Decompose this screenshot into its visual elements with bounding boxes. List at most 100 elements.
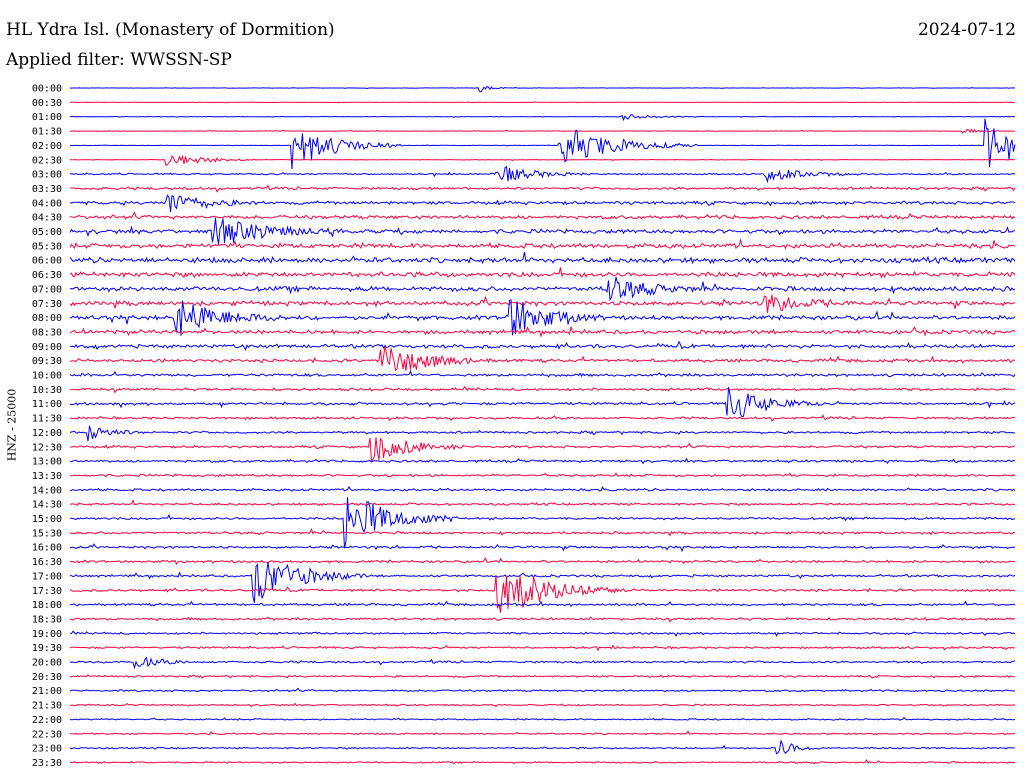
time-label: 14:30 [32, 500, 62, 511]
time-label: 14:00 [32, 485, 62, 496]
time-label: 12:30 [32, 442, 62, 453]
time-label: 10:00 [32, 371, 62, 382]
trace-row [69, 527, 1016, 537]
time-label: 13:00 [32, 457, 62, 468]
time-label: 02:30 [32, 155, 62, 166]
record-date: 2024-07-12 [917, 20, 1016, 40]
trace-row [69, 739, 1016, 755]
time-label: 09:00 [32, 342, 62, 353]
time-label: 06:30 [32, 270, 62, 281]
trace-row [69, 730, 1016, 736]
time-label: 03:30 [32, 184, 62, 195]
time-label: 08:00 [32, 313, 62, 324]
trace-row [69, 644, 1016, 652]
trace-row [70, 497, 1015, 549]
time-label: 16:00 [32, 543, 62, 554]
trace-row [69, 238, 1016, 250]
trace-row [69, 85, 1016, 93]
trace-row [69, 472, 1016, 478]
trace-row [69, 759, 1016, 765]
time-label: 17:30 [32, 586, 62, 597]
time-label: 11:00 [32, 399, 62, 410]
trace-row [69, 194, 1016, 212]
trace-row [69, 326, 1016, 338]
time-label: 15:00 [32, 514, 62, 525]
time-label: 07:30 [32, 299, 62, 310]
time-label: 10:30 [32, 385, 62, 396]
trace-row [69, 630, 1016, 638]
time-label: 00:00 [32, 84, 62, 95]
trace-row [69, 128, 1015, 134]
time-label: 04:30 [32, 213, 62, 224]
trace-row [69, 387, 1016, 418]
time-label: 03:00 [32, 170, 62, 181]
time-label: 13:30 [32, 471, 62, 482]
time-label: 17:00 [32, 571, 62, 582]
time-label: 09:30 [32, 356, 62, 367]
trace-row [69, 276, 1016, 302]
trace-row [69, 385, 1016, 394]
time-label: 20:30 [32, 672, 62, 683]
trace-row [69, 557, 1015, 566]
trace-row [69, 574, 1016, 613]
trace-row [70, 616, 1016, 623]
time-label: 06:00 [32, 256, 62, 267]
time-label: 01:30 [32, 127, 62, 138]
time-label: 05:00 [32, 227, 62, 238]
trace-row [69, 299, 1016, 336]
time-label: 02:00 [32, 141, 62, 152]
time-label: 01:00 [32, 112, 62, 123]
time-label: 16:30 [32, 557, 62, 568]
trace-row [69, 457, 1016, 465]
time-label: 23:30 [32, 758, 62, 769]
trace-row [69, 217, 1016, 245]
trace-row [69, 101, 1016, 104]
time-label: 18:30 [32, 614, 62, 625]
trace-row [69, 118, 1016, 170]
trace-row [69, 114, 1016, 122]
time-label: 15:30 [32, 528, 62, 539]
trace-row [70, 211, 1016, 221]
trace-row [69, 165, 1016, 184]
time-label: 00:30 [32, 98, 62, 109]
time-label: 23:00 [32, 744, 62, 755]
trace-row [69, 425, 1016, 442]
time-label: 08:30 [32, 327, 62, 338]
trace-row [69, 600, 1016, 607]
time-label: 21:00 [32, 686, 62, 697]
trace-row [69, 687, 1016, 693]
trace-row [69, 267, 1016, 279]
time-label: 22:00 [32, 715, 62, 726]
trace-row [69, 414, 1016, 422]
trace-row [69, 702, 1016, 708]
time-label: 19:00 [32, 629, 62, 640]
time-label: 20:00 [32, 658, 62, 669]
station-title: HL Ydra Isl. (Monastery of Dormition) [6, 20, 335, 40]
trace-row [69, 485, 1016, 492]
time-label: 12:00 [32, 428, 62, 439]
time-label: 07:00 [32, 284, 62, 295]
time-label: 05:30 [32, 241, 62, 252]
trace-row [69, 543, 1016, 553]
trace-row [69, 369, 1016, 378]
time-label: 19:30 [32, 643, 62, 654]
trace-row [69, 561, 1016, 603]
trace-row [69, 437, 1016, 463]
trace-row [69, 716, 1016, 721]
time-label: 11:30 [32, 414, 62, 425]
time-label: 22:30 [32, 729, 62, 740]
trace-row [69, 674, 1015, 679]
trace-row [69, 294, 1016, 314]
filter-label: Applied filter: WWSSN-SP [6, 50, 232, 70]
trace-row [69, 251, 1016, 265]
trace-row [69, 154, 1015, 167]
trace-row [69, 184, 1016, 193]
time-label: 18:00 [32, 600, 62, 611]
time-label: 04:00 [32, 198, 62, 209]
trace-row [69, 499, 1016, 507]
trace-row [69, 340, 1016, 352]
trace-row [69, 346, 1016, 372]
trace-row [69, 656, 1016, 670]
time-label: 21:30 [32, 701, 62, 712]
